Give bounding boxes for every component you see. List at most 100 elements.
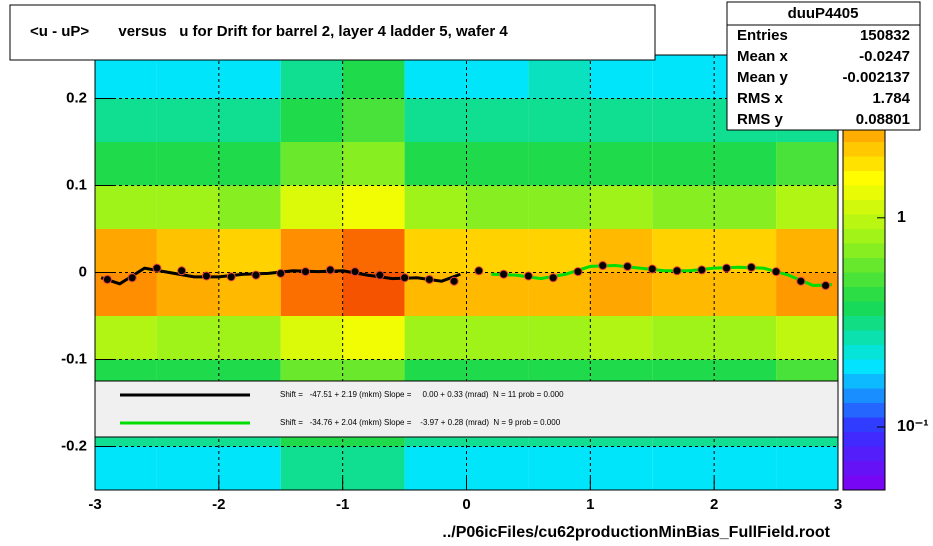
- heat-cell: [342, 142, 405, 186]
- heat-cell: [95, 98, 157, 142]
- heat-cell: [590, 272, 653, 316]
- profile-point-marker: [598, 261, 608, 271]
- heat-cell: [466, 316, 529, 360]
- heat-cell: [776, 272, 838, 316]
- heat-cell: [280, 55, 343, 99]
- profile-point-marker: [400, 273, 410, 283]
- palette-cell: [843, 345, 885, 360]
- stats-key: Mean x: [737, 48, 789, 65]
- palette-cell: [843, 171, 885, 186]
- heat-cell: [714, 142, 777, 186]
- chart-title: <u - uP> versus u for Drift for barrel 2…: [30, 23, 508, 40]
- profile-point: [276, 268, 286, 278]
- heat-cell: [156, 185, 219, 229]
- profile-point: [226, 272, 236, 282]
- profile-point: [746, 262, 756, 272]
- heat-cell: [714, 316, 777, 360]
- heat-cell: [404, 316, 467, 360]
- heat-cell: [218, 229, 281, 273]
- profile-point-marker: [177, 266, 187, 276]
- profile-point-marker: [821, 281, 831, 291]
- profile-point: [350, 267, 360, 277]
- profile-point-marker: [474, 266, 484, 276]
- heat-cell: [652, 98, 715, 142]
- legend: [94, 380, 839, 438]
- y-tick-label: 0.1: [66, 176, 87, 193]
- profile-point-marker: [127, 273, 137, 283]
- palette-cell: [843, 374, 885, 389]
- z-tick-label: 10⁻¹: [897, 418, 929, 435]
- heat-cell: [342, 446, 405, 490]
- heat-cell: [342, 316, 405, 360]
- profile-point-marker: [152, 263, 162, 273]
- heat-cell: [95, 55, 157, 99]
- heat-cell: [776, 446, 838, 490]
- profile-point-marker: [201, 271, 211, 281]
- profile-point: [102, 274, 112, 284]
- profile-point-marker: [499, 269, 509, 279]
- heat-cell: [95, 142, 157, 186]
- heat-cell: [714, 272, 777, 316]
- heat-cell: [404, 229, 467, 273]
- profile-point: [400, 273, 410, 283]
- y-tick-label: -0.1: [61, 350, 87, 367]
- heat-cell: [95, 446, 157, 490]
- profile-point: [647, 264, 657, 274]
- palette-cell: [843, 446, 885, 461]
- heat-cell: [218, 142, 281, 186]
- palette-cell: [843, 388, 885, 403]
- profile-point: [325, 265, 335, 275]
- profile-point-marker: [350, 267, 360, 277]
- heat-cell: [528, 55, 591, 99]
- legend-label: Shift = -47.51 + 2.19 (mkm) Slope = 0.00…: [280, 390, 564, 399]
- stats-value: -0.0247: [859, 48, 910, 65]
- palette-cell: [843, 258, 885, 273]
- heat-cell: [714, 446, 777, 490]
- heat-cell: [466, 272, 529, 316]
- heat-cell: [280, 272, 343, 316]
- profile-point: [771, 267, 781, 277]
- heat-cell: [590, 142, 653, 186]
- profile-point-marker: [672, 266, 682, 276]
- profile-point: [821, 281, 831, 291]
- heat-cell: [652, 185, 715, 229]
- heat-cell: [528, 185, 591, 229]
- palette-cell: [843, 475, 885, 490]
- heat-cell: [218, 55, 281, 99]
- stats-key: RMS y: [737, 111, 784, 128]
- stats-value: 1.784: [872, 90, 910, 107]
- palette-cell: [843, 287, 885, 302]
- stats-box: [726, 1, 921, 131]
- palette-cell: [843, 301, 885, 316]
- heat-cell: [218, 316, 281, 360]
- heat-cell: [156, 55, 219, 99]
- heat-cell: [95, 316, 157, 360]
- profile-point-marker: [771, 267, 781, 277]
- palette-cell: [843, 403, 885, 418]
- profile-point-marker: [276, 268, 286, 278]
- palette-cell: [843, 316, 885, 331]
- palette-cell: [843, 200, 885, 215]
- profile-point: [127, 273, 137, 283]
- profile-point-marker: [573, 267, 583, 277]
- heat-cell: [590, 98, 653, 142]
- palette-cell: [843, 432, 885, 447]
- profile-point-marker: [622, 261, 632, 271]
- profile-point-marker: [325, 265, 335, 275]
- heat-cell: [280, 142, 343, 186]
- heat-cell: [218, 446, 281, 490]
- heat-cell: [466, 229, 529, 273]
- profile-point-marker: [301, 267, 311, 277]
- heat-cell: [342, 55, 405, 99]
- profile-point-marker: [375, 270, 385, 280]
- heat-cell: [652, 316, 715, 360]
- profile-point: [251, 270, 261, 280]
- heat-cell: [652, 229, 715, 273]
- profile-point: [499, 269, 509, 279]
- z-tick-label: 1: [897, 209, 906, 226]
- heat-cell: [466, 142, 529, 186]
- y-tick-label: -0.2: [61, 437, 87, 454]
- y-tick-label: 0: [79, 263, 87, 280]
- y-tick-label: 0.2: [66, 89, 87, 106]
